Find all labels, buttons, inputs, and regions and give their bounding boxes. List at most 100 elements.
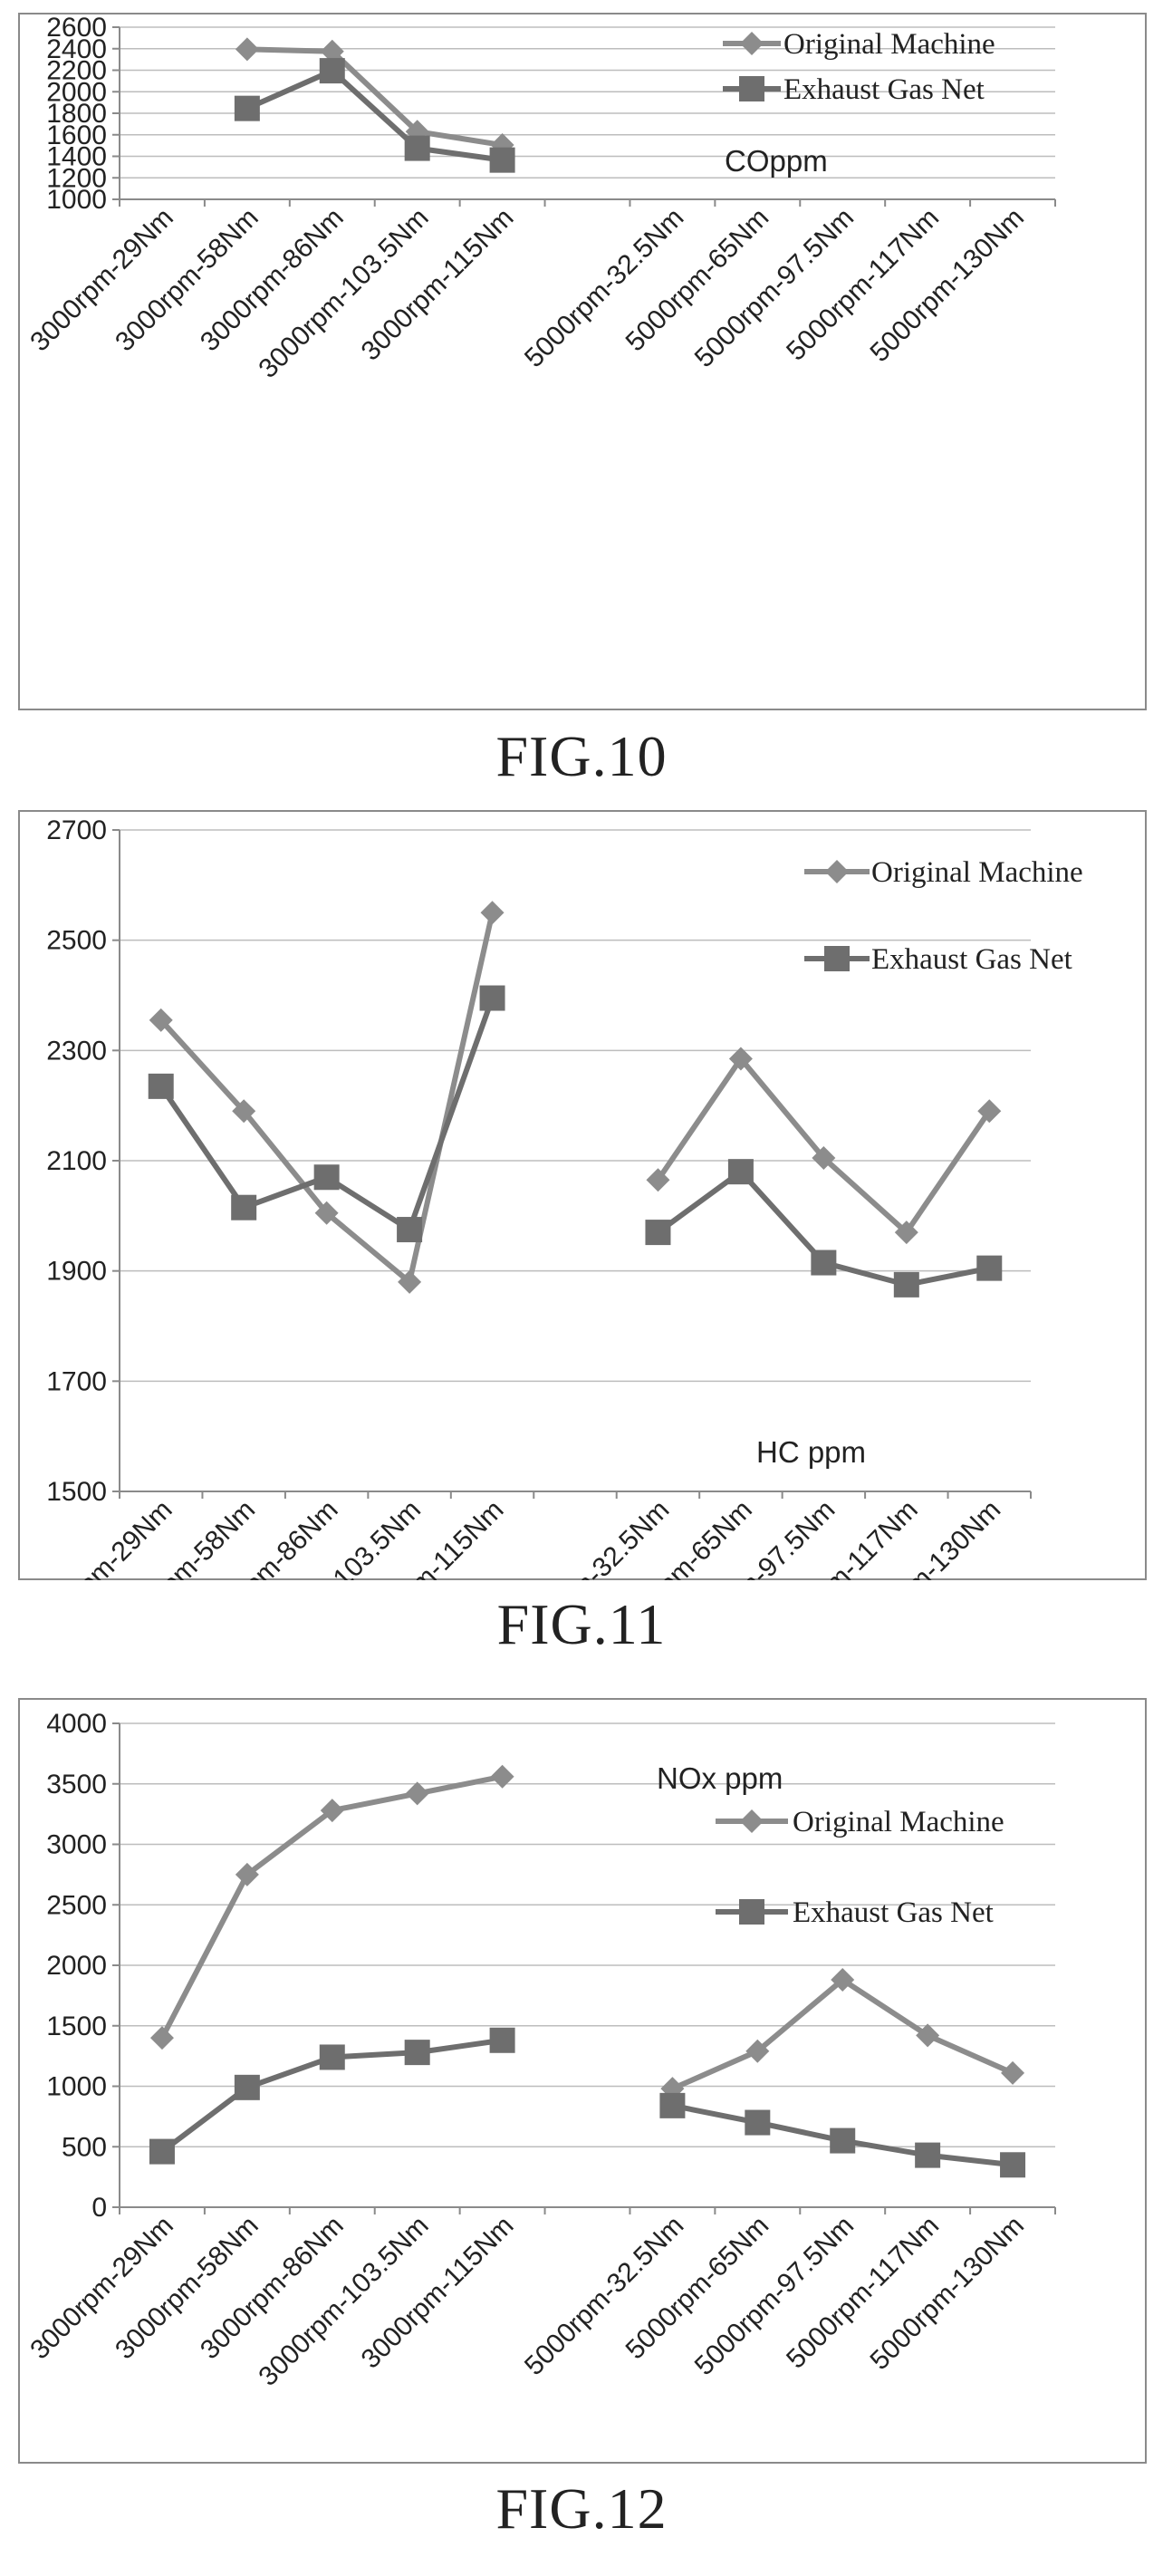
y-tick-label: 2300 [46,1036,107,1066]
data-point-diamond [812,1145,836,1170]
data-point-square [231,1194,257,1220]
legend-marker-diamond [825,860,849,883]
data-point-square [148,1073,174,1099]
data-point-diamond [320,39,344,63]
y-tick-label: 1700 [46,1366,107,1396]
data-point-diamond [646,1168,670,1192]
y-tick-label: 2000 [46,77,107,107]
y-tick-label: 1000 [46,2072,107,2102]
y-tick-label: 2000 [46,1951,107,1981]
data-point-diamond [314,1201,339,1225]
data-point-square [830,2127,856,2154]
legend-marker-diamond [740,32,764,55]
data-point-square [404,2040,430,2066]
data-point-square [489,147,515,173]
data-point-diamond [405,1781,429,1806]
nox-line-chart: 0 500 1000 1500 2000 2500 3000 3500 4000 3000rpm-… [24,1709,1056,2392]
series-line-original-machine [246,46,504,148]
data-point-square [659,2092,686,2118]
data-point-square [313,1164,340,1191]
x-tick-label: 5000rpm-130Nm [864,2211,1030,2377]
data-point-diamond [1001,2060,1025,2085]
y-tick-label: 3000 [46,1830,107,1860]
x-tick-label: 5000rpm-130Nm [864,203,1030,369]
x-tick-label: 5000rpm-117Nm [781,203,945,367]
figure-caption: FIG.12 [495,2476,668,2541]
y-tick-label: 2500 [46,1890,107,1920]
chart-annotation: COppm [725,144,828,178]
y-tick-label: 2200 [46,56,107,86]
series-line-original-machine [159,912,495,1285]
data-point-square [745,2109,771,2136]
data-point-square [976,1255,1003,1281]
y-tick-label: 2400 [46,34,107,64]
data-point-diamond [235,37,259,62]
legend-marker-square [739,76,764,101]
legend-marker-square [739,1899,764,1925]
data-point-diamond [728,1047,753,1071]
data-point-diamond [977,1099,1002,1124]
data-point-diamond [894,1220,918,1245]
y-tick-label: 2700 [46,815,107,845]
y-tick-label: 2500 [46,926,107,956]
x-tick-label: 3000rpm-58Nm [110,203,264,358]
y-tick-label: 3500 [46,1770,107,1799]
data-point-square [1000,2152,1026,2178]
x-tick-label: 5000rpm-65Nm [620,2211,775,2366]
figure-11: 1500 1700 1900 2100 2300 2500 2700 3000rpm-29Nm… [0,797,1163,1685]
legend-label: Exhaust Gas Net [871,943,1072,976]
series-line-exhaust-gas-net [159,997,495,1233]
legend-marker-diamond [740,1809,764,1833]
data-point-diamond [916,2023,940,2048]
data-point-diamond [480,901,505,925]
legend-marker-square [824,946,850,971]
data-point-diamond [831,1968,855,1992]
data-point-square [234,2074,260,2100]
data-point-diamond [149,2026,174,2050]
data-point-diamond [745,2039,770,2063]
data-point-square [319,2044,345,2070]
y-tick-label: 500 [62,2132,107,2162]
data-point-square [893,1271,919,1298]
figure-caption: FIG.11 [496,1592,667,1656]
series-line-original-machine [671,1977,1014,2091]
data-point-square [727,1159,754,1185]
x-tick-label: 5000rpm-117Nm [781,2211,945,2375]
data-point-diamond [398,1269,422,1294]
x-tick-label: 3000rpm-29Nm [24,2211,179,2366]
legend-label: Exhaust Gas Net [783,73,985,106]
data-point-diamond [235,1862,259,1886]
x-tick-label: 3000rpm-29Nm [24,203,179,358]
data-point-square [645,1220,671,1246]
chart-frame [18,1698,1147,2464]
data-point-square [404,135,430,161]
data-point-diamond [490,1764,514,1789]
data-point-square [489,2027,515,2053]
x-tick-label: 5000rpm-32.5Nm [519,2211,689,2381]
x-tick-label: 5000rpm-65Nm [620,203,775,358]
x-tick-label: 3000rpm-29Nm [24,1495,178,1580]
y-tick-label: 1900 [46,1257,107,1287]
data-point-square [234,95,260,121]
data-point-square [915,2142,941,2168]
y-tick-label: 2600 [46,13,107,43]
x-tick-label: 5000rpm-32.5Nm [505,1495,675,1580]
data-point-square [149,2138,175,2165]
y-tick-label: 1000 [46,185,107,215]
y-tick-label: 1800 [46,99,107,129]
figure-10: 1000 1200 1400 1600 1800 2000 2200 2400 2600 3000… [0,0,1163,797]
x-tick-label: 3000rpm-86Nm [195,2211,350,2366]
legend-label: Original Machine [783,28,995,61]
data-point-diamond [149,1008,173,1032]
y-tick-label: 1600 [46,121,107,150]
data-point-square [811,1249,837,1276]
y-tick-label: 1500 [46,2012,107,2041]
y-tick-label: 1200 [46,163,107,193]
x-tick-label: 3000rpm-86Nm [195,203,350,358]
legend-label: Original Machine [793,1806,1004,1838]
data-point-square [319,58,345,84]
series-line-exhaust-gas-net [245,68,504,163]
data-point-diamond [232,1099,256,1124]
x-tick-label: 3000rpm-115Nm [356,203,520,367]
